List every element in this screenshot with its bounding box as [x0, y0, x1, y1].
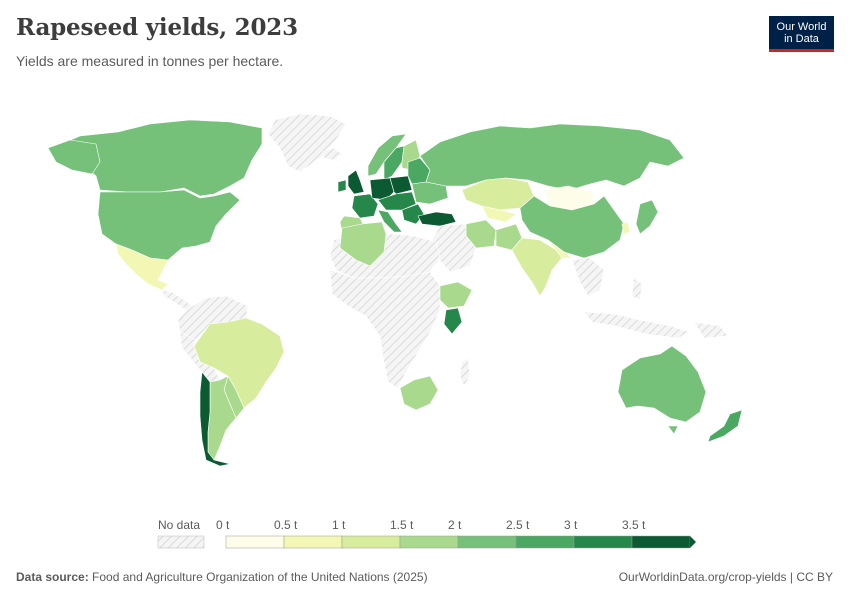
country-central-asia[interactable] — [481, 205, 517, 223]
legend-no-data-label: No data — [158, 518, 201, 532]
country-madagascar[interactable] — [459, 357, 471, 387]
country-turkey[interactable] — [417, 211, 457, 227]
legend-tick-label: 3 t — [564, 518, 578, 532]
legend-arrow-icon — [690, 536, 696, 548]
legend-tick-label: 1 t — [332, 518, 346, 532]
country-india[interactable] — [511, 237, 563, 297]
country-chile[interactable] — [199, 371, 231, 467]
chart-subtitle: Yields are measured in tonnes per hectar… — [16, 53, 284, 69]
country-philippines[interactable] — [631, 277, 643, 301]
legend-bin[interactable] — [573, 535, 633, 549]
country-russia[interactable] — [419, 123, 685, 191]
country-morocco-algeria-tunisia[interactable] — [339, 221, 387, 267]
footer-attribution[interactable]: OurWorldinData.org/crop-yields | CC BY — [618, 570, 833, 584]
legend-bin[interactable] — [631, 535, 691, 549]
footer-source: Data source: Food and Agriculture Organi… — [16, 570, 428, 584]
country-japan[interactable] — [635, 199, 659, 235]
logo-line-1: Our World — [776, 21, 827, 33]
source-label: Data source: — [16, 570, 89, 584]
legend-tick-label: 3.5 t — [622, 518, 646, 532]
country-iceland[interactable] — [321, 147, 343, 161]
country-papua[interactable] — [693, 321, 729, 339]
legend-bin[interactable] — [457, 535, 517, 549]
country-central-europe[interactable] — [377, 191, 417, 211]
legend-tick-label: 0 t — [216, 518, 230, 532]
legend-no-data-swatch[interactable] — [157, 535, 205, 549]
country-usa-alaska[interactable] — [47, 139, 101, 175]
country-korea[interactable] — [621, 221, 631, 235]
legend-tick-label: 2 t — [448, 518, 462, 532]
chart-title: Rapeseed yields, 2023 — [16, 14, 298, 41]
country-new-zealand[interactable] — [707, 409, 743, 443]
country-poland[interactable] — [389, 175, 413, 195]
legend-tick-label: 2.5 t — [506, 518, 530, 532]
country-greenland[interactable] — [267, 113, 347, 173]
legend-bin[interactable] — [515, 535, 575, 549]
source-text: Food and Agriculture Organization of the… — [92, 570, 428, 584]
legend-bin[interactable] — [225, 535, 285, 549]
country-mexico[interactable] — [115, 243, 169, 291]
country-tasmania[interactable] — [667, 425, 679, 435]
country-uk[interactable] — [347, 169, 365, 195]
country-ireland[interactable] — [337, 179, 347, 193]
logo-line-2: in Data — [784, 33, 819, 45]
country-central-america[interactable] — [161, 289, 193, 311]
legend-tick-label: 0.5 t — [274, 518, 298, 532]
country-southeast-asia[interactable] — [571, 257, 605, 297]
map-legend: No data 0 t 0.5 t 1 t 1.5 t 2 t 2.5 t 3 t 3.5 t — [0, 512, 850, 557]
country-france[interactable] — [351, 193, 379, 219]
country-china[interactable] — [519, 195, 625, 259]
country-kenya[interactable] — [443, 307, 463, 335]
country-italy[interactable] — [377, 209, 403, 233]
country-australia[interactable] — [617, 345, 707, 423]
owid-logo[interactable]: Our World in Data — [769, 16, 834, 52]
legend-scale — [157, 535, 696, 549]
country-south-africa[interactable] — [399, 375, 439, 411]
country-canada[interactable] — [51, 119, 263, 197]
legend-bin[interactable] — [399, 535, 459, 549]
legend-bin[interactable] — [341, 535, 401, 549]
legend-tick-label: 1.5 t — [390, 518, 414, 532]
country-west-central-africa[interactable] — [329, 269, 441, 389]
country-nepal-bangladesh[interactable] — [547, 239, 573, 259]
legend-bin[interactable] — [283, 535, 343, 549]
country-ethiopia[interactable] — [439, 281, 473, 309]
country-indonesia[interactable] — [583, 311, 691, 339]
world-map[interactable] — [0, 100, 850, 480]
